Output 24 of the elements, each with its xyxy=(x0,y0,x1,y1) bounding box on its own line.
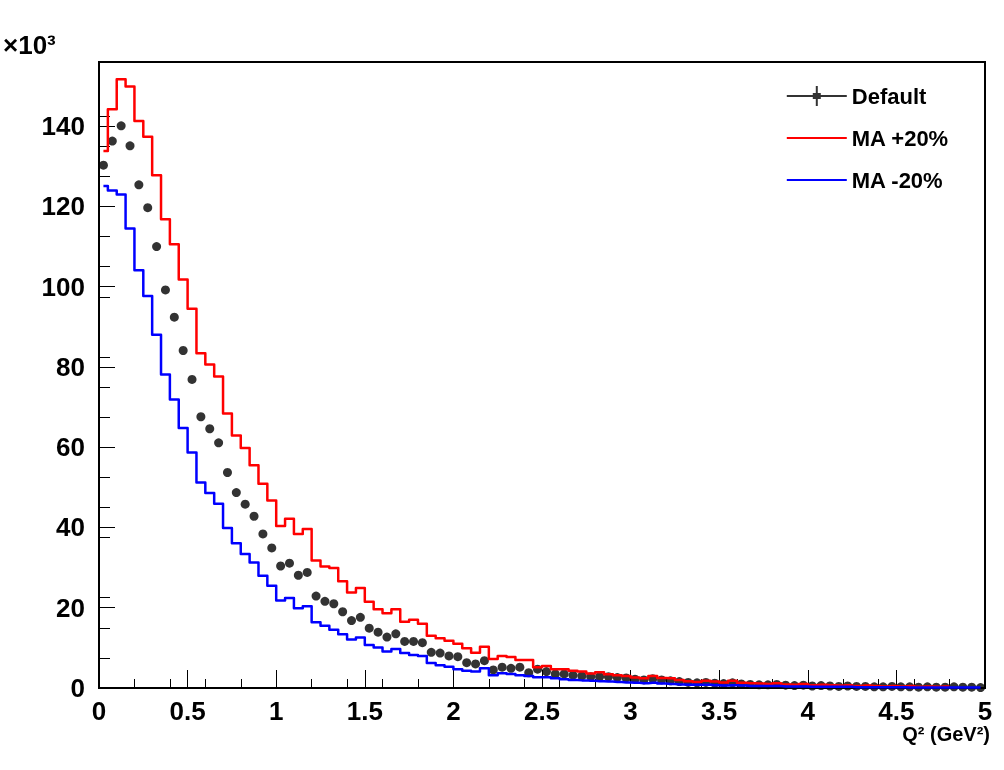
x-tick-label: 1 xyxy=(268,696,284,726)
x-tick-label: 0 xyxy=(91,696,107,726)
y-tick-label: 0 xyxy=(70,673,85,703)
y-tick-label: 80 xyxy=(56,351,85,382)
y-tick-label: 40 xyxy=(56,512,85,543)
legend-label: MA +20% xyxy=(851,125,949,151)
x-tick-label: 3 xyxy=(623,696,638,726)
y-tick-label: 60 xyxy=(56,432,85,463)
x-tick-label: 2.5 xyxy=(523,696,561,726)
x-tick-label: 2 xyxy=(446,696,461,726)
y-axis-title: ×10³ xyxy=(3,30,57,60)
x-tick-label: 4.5 xyxy=(878,696,915,726)
y-tick-label: 100 xyxy=(41,271,85,302)
x-tick-label: 3.5 xyxy=(701,696,738,726)
y-tick-label: 140 xyxy=(41,111,85,142)
legend-label: MA -20% xyxy=(851,167,943,193)
x-tick-label: 4 xyxy=(800,696,816,726)
y-tick-label: 120 xyxy=(41,191,85,222)
x-tick-label: 5 xyxy=(977,696,993,726)
x-axis-title: Q² (GeV²) xyxy=(902,723,990,745)
legend-label: Default xyxy=(851,83,928,109)
y-tick-label: 20 xyxy=(56,592,85,623)
x-tick-label: 0.5 xyxy=(169,696,206,726)
x-tick-label: 1.5 xyxy=(346,696,383,726)
